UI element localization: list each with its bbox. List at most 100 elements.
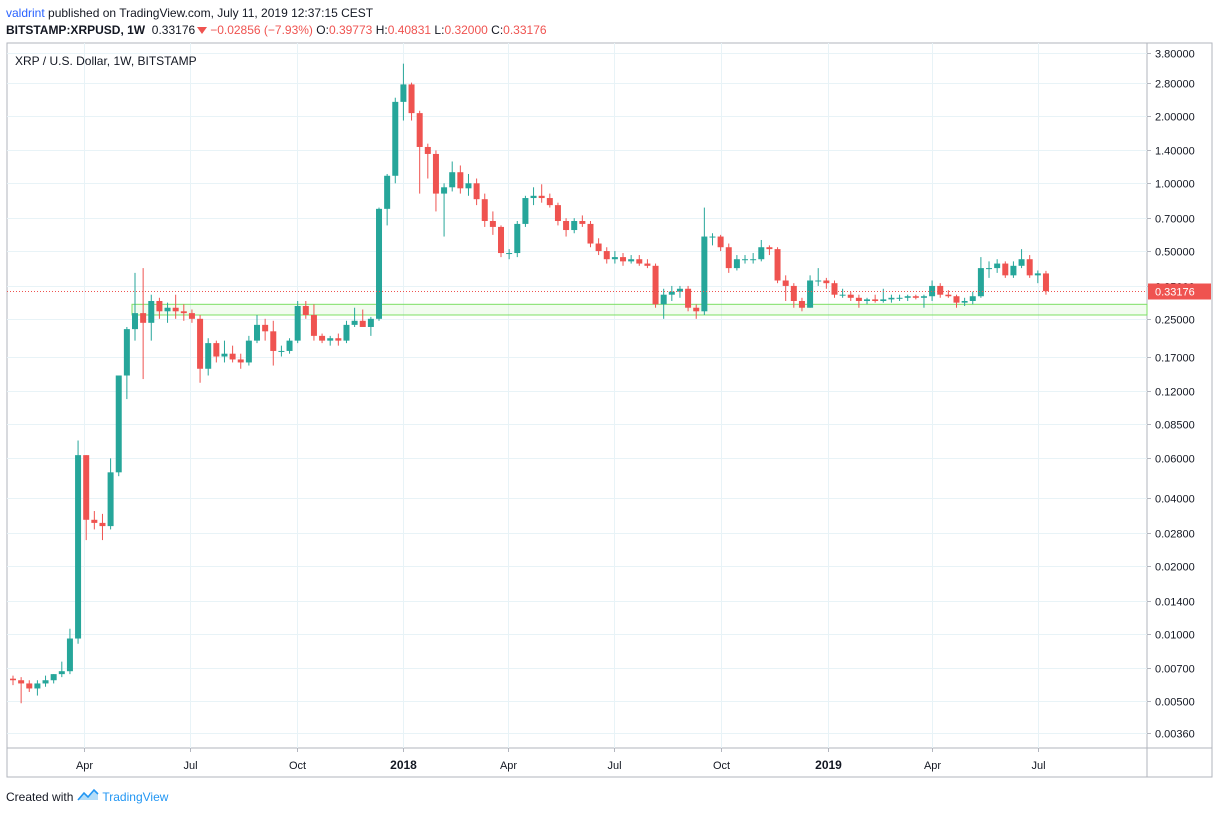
candle-body [977, 268, 984, 297]
candle-body [676, 288, 683, 292]
candle [245, 335, 252, 366]
candle [91, 511, 98, 530]
y-tick-label: 0.00500 [1155, 697, 1195, 709]
candle [522, 195, 529, 227]
candle [538, 184, 545, 203]
open-value: 0.39773 [328, 23, 373, 37]
candle [392, 97, 399, 184]
candle [628, 255, 635, 264]
candle [1034, 270, 1041, 284]
footer: Created with TradingView [6, 788, 168, 805]
candle-body [798, 300, 805, 308]
candle-body [66, 638, 73, 672]
candle [937, 283, 944, 298]
candle-body [750, 259, 757, 261]
candle [34, 680, 41, 696]
candle [579, 215, 586, 227]
candle [977, 257, 984, 298]
candle-body [815, 280, 822, 282]
high-label: H: [375, 23, 388, 37]
close-value: 0.33176 [503, 23, 547, 37]
candle [237, 353, 244, 369]
candle [319, 333, 326, 344]
candle-body [481, 199, 488, 221]
candle-body [457, 172, 464, 189]
open-label: O: [316, 23, 329, 37]
candle [1042, 270, 1049, 295]
candle [156, 297, 163, 319]
created-with-text: Created with [6, 789, 74, 804]
candle-body [172, 307, 179, 312]
ohlc-line: BITSTAMP:XRPUSD, 1W 0.33176 −0.02856 (−7.… [6, 23, 547, 37]
candle-body [904, 296, 911, 298]
candle [400, 63, 407, 121]
candle-body [351, 320, 358, 325]
candle [1010, 261, 1017, 278]
candle-body [1026, 259, 1033, 276]
candle-body [148, 300, 155, 323]
candle [481, 193, 488, 227]
candle-body [58, 671, 65, 675]
candle-body [1034, 273, 1041, 276]
candle-body [709, 236, 716, 238]
candle [790, 283, 797, 308]
candle [847, 291, 854, 301]
candle-body [34, 683, 41, 689]
candle-body [188, 313, 195, 319]
candle-body [758, 247, 765, 260]
x-tick-label: Apr [500, 760, 517, 772]
y-tick-label: 0.00360 [1155, 729, 1195, 741]
candle [270, 320, 277, 366]
candle-body [620, 257, 627, 262]
candle [359, 309, 366, 327]
tradingview-brand-link[interactable]: TradingView [102, 789, 169, 804]
candle-body [245, 340, 252, 363]
candle [660, 288, 667, 319]
candle [603, 247, 610, 264]
candle-body [660, 294, 667, 305]
candle-body [1042, 273, 1049, 292]
candle [384, 173, 391, 226]
price-axis-frame [1146, 42, 1213, 778]
candle-body [896, 297, 903, 299]
candle-body [432, 153, 439, 194]
candle [213, 340, 220, 363]
candle-body [912, 296, 919, 298]
candle-body [132, 313, 139, 330]
y-tick-label: 0.01400 [1155, 597, 1195, 609]
candle [10, 675, 16, 686]
candle [286, 338, 293, 354]
candle [514, 220, 521, 258]
candle-body [123, 329, 130, 376]
candle [571, 218, 578, 234]
author-link[interactable]: valdrint [6, 6, 45, 20]
candle [489, 211, 496, 235]
candle [376, 207, 383, 321]
candle-body [766, 247, 773, 250]
candle [457, 165, 464, 194]
candle-body [506, 253, 513, 255]
high-value: 0.40831 [387, 23, 432, 37]
candle [441, 183, 448, 237]
candle-body [929, 285, 936, 297]
candle-body [10, 678, 16, 681]
chart-title: XRP / U.S. Dollar, 1W, BITSTAMP [15, 54, 197, 68]
candle [66, 628, 73, 675]
candle-body [685, 288, 692, 308]
candle-body [587, 223, 594, 244]
candle-body [489, 220, 496, 227]
candle [782, 275, 789, 301]
candle-body [969, 296, 976, 301]
candle-body [514, 223, 521, 254]
y-tick-label: 2.80000 [1155, 79, 1195, 91]
candle-body [782, 280, 789, 286]
candle-body [839, 294, 846, 296]
candle-body [522, 198, 529, 224]
candle-body [359, 320, 366, 327]
candle-body [880, 299, 887, 301]
x-tick-label: Jul [607, 760, 621, 772]
candle [904, 294, 911, 301]
candle-body [961, 300, 968, 303]
candle [872, 294, 879, 303]
